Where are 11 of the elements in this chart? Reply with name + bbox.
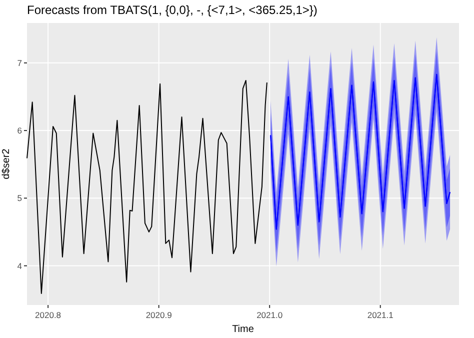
x-tick-label: 2020.9 xyxy=(146,310,172,320)
y-tick-label: 7 xyxy=(17,58,22,68)
y-tick-label: 4 xyxy=(17,260,22,271)
x-axis-title: Time xyxy=(232,324,254,335)
x-tick-label: 2021.1 xyxy=(367,310,394,320)
x-tick-label: 2021.0 xyxy=(256,310,283,320)
y-tick-label: 5 xyxy=(17,193,22,204)
y-axis-title: d$ser2 xyxy=(1,148,12,180)
x-tick-label: 2020.8 xyxy=(35,310,62,320)
chart-title: Forecasts from TBATS(1, {0,0}, -, {<7,1>, <365.25,1>}) xyxy=(27,3,318,17)
y-tick-label: 6 xyxy=(17,126,22,136)
